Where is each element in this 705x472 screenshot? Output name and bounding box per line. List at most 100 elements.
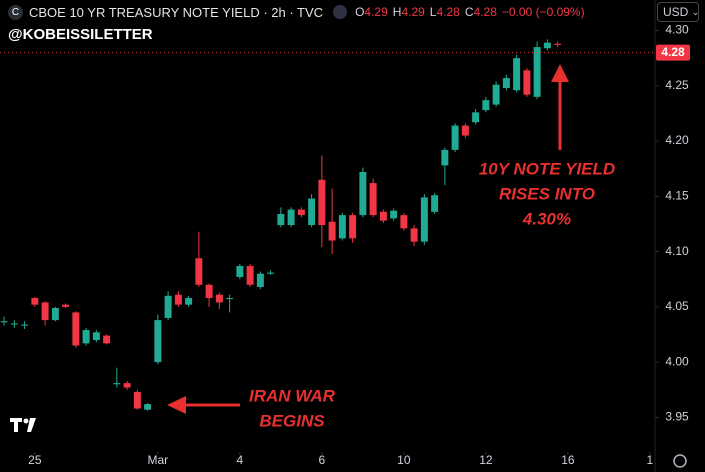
x-tick-label: Mar <box>148 453 169 467</box>
candle-body <box>41 302 49 321</box>
candle-body <box>554 43 562 45</box>
x-tick-label: 25 <box>28 453 42 467</box>
candle-body <box>164 295 172 318</box>
candle-body <box>185 298 193 305</box>
candle-body <box>51 307 59 321</box>
ohlc-item: L4.28 <box>430 5 460 19</box>
change: −0.00 (−0.09%) <box>501 5 585 19</box>
candle-body <box>277 214 285 226</box>
candle-body <box>103 335 111 344</box>
candle-body <box>144 404 152 410</box>
candle-body <box>461 125 469 136</box>
candle-body <box>328 221 336 241</box>
candle-body <box>502 78 510 89</box>
candle-body <box>513 58 521 91</box>
currency-select[interactable]: USD ⌄ <box>657 2 699 22</box>
candle-body <box>543 42 551 49</box>
candle-body <box>21 324 29 326</box>
annotation: IRAN WAR <box>249 386 336 405</box>
status-dot <box>333 5 348 19</box>
candle-body <box>451 125 459 150</box>
ohlc: O4.29 H4.29 L4.28 C4.28 <box>355 5 502 19</box>
ohlc-item: H4.29 <box>393 5 425 19</box>
candle-body <box>379 211 387 221</box>
ohlc-value: 4.29 <box>364 5 388 19</box>
y-tick-label: 4.25 <box>665 78 689 92</box>
symbol-title: CBOE 10 YR TREASURY NOTE YIELD · 2h · TV… <box>29 4 324 20</box>
y-tick-label: 4.20 <box>665 133 689 147</box>
symbol-logo: C <box>8 4 23 20</box>
x-tick-label: 4 <box>237 453 244 467</box>
annotation: 4.30% <box>522 209 571 228</box>
y-tick-label: 3.95 <box>665 410 689 424</box>
watermark: @KOBEISSILETTER <box>8 26 153 43</box>
candle-body <box>420 197 428 242</box>
candle-body <box>533 47 541 97</box>
candle-body <box>338 215 346 239</box>
candle-body <box>359 172 367 216</box>
candle-body <box>287 209 295 226</box>
tv-logo <box>10 418 36 432</box>
candle-body <box>267 272 275 274</box>
candle-body <box>318 179 326 226</box>
candle-body <box>369 183 377 216</box>
candle-body <box>205 284 213 299</box>
x-tick-label: 1 <box>647 453 654 467</box>
candle-body <box>31 298 39 305</box>
ohlc-key: H <box>392 5 402 19</box>
y-tick-label: 4.05 <box>665 299 689 313</box>
ohlc-value: 4.28 <box>473 5 497 19</box>
candle-body <box>390 210 398 219</box>
ohlc-value: 4.28 <box>436 5 460 19</box>
header: C CBOE 10 YR TREASURY NOTE YIELD · 2h · … <box>8 3 585 21</box>
candle-body <box>82 330 90 344</box>
candle-body <box>10 323 18 325</box>
ohlc-item: C4.28 <box>465 5 497 19</box>
arrow-left-head <box>167 396 186 414</box>
candle-body <box>410 228 418 242</box>
ohlc-key: L <box>429 5 437 19</box>
candle-body <box>431 195 439 212</box>
candle-body <box>297 209 305 216</box>
candle-body <box>113 383 121 385</box>
ohlc-key: C <box>464 5 474 19</box>
candle-body <box>174 294 182 305</box>
candle-body <box>92 332 100 341</box>
y-tick-label: 4.00 <box>665 354 689 368</box>
last-price-label: 4.28 <box>661 45 685 59</box>
candle-body <box>123 383 131 388</box>
ohlc-key: O <box>355 5 365 19</box>
ohlc-item: O4.29 <box>355 5 388 19</box>
candle-body <box>236 265 244 278</box>
candle-body <box>215 294 223 303</box>
candle-body <box>62 304 70 307</box>
candle-body <box>472 112 480 123</box>
currency: USD <box>663 5 689 19</box>
y-tick-label: 4.15 <box>665 188 689 202</box>
candle-body <box>441 149 449 166</box>
annotation: BEGINS <box>259 411 325 430</box>
ohlc-value: 4.29 <box>401 5 425 19</box>
candle-body <box>482 100 490 111</box>
candle-body <box>0 321 8 323</box>
x-tick-label: 12 <box>479 453 493 467</box>
x-tick-label: 10 <box>397 453 411 467</box>
annotation: RISES INTO <box>499 184 595 203</box>
arrow-up-head <box>551 64 569 82</box>
y-tick-label: 4.30 <box>665 23 689 37</box>
x-tick-label: 6 <box>319 453 326 467</box>
candle-body <box>523 70 531 95</box>
candle-body <box>400 215 408 229</box>
candle-body <box>349 215 357 239</box>
candle-body <box>256 273 264 287</box>
candle-body <box>154 320 162 363</box>
settings-icon[interactable] <box>673 454 687 468</box>
candle-body <box>308 198 316 226</box>
annotation: 10Y NOTE YIELD <box>479 159 615 178</box>
candle-body <box>133 391 141 409</box>
candle-body <box>246 265 254 285</box>
candle-body <box>195 258 203 285</box>
candle-body <box>72 312 80 346</box>
